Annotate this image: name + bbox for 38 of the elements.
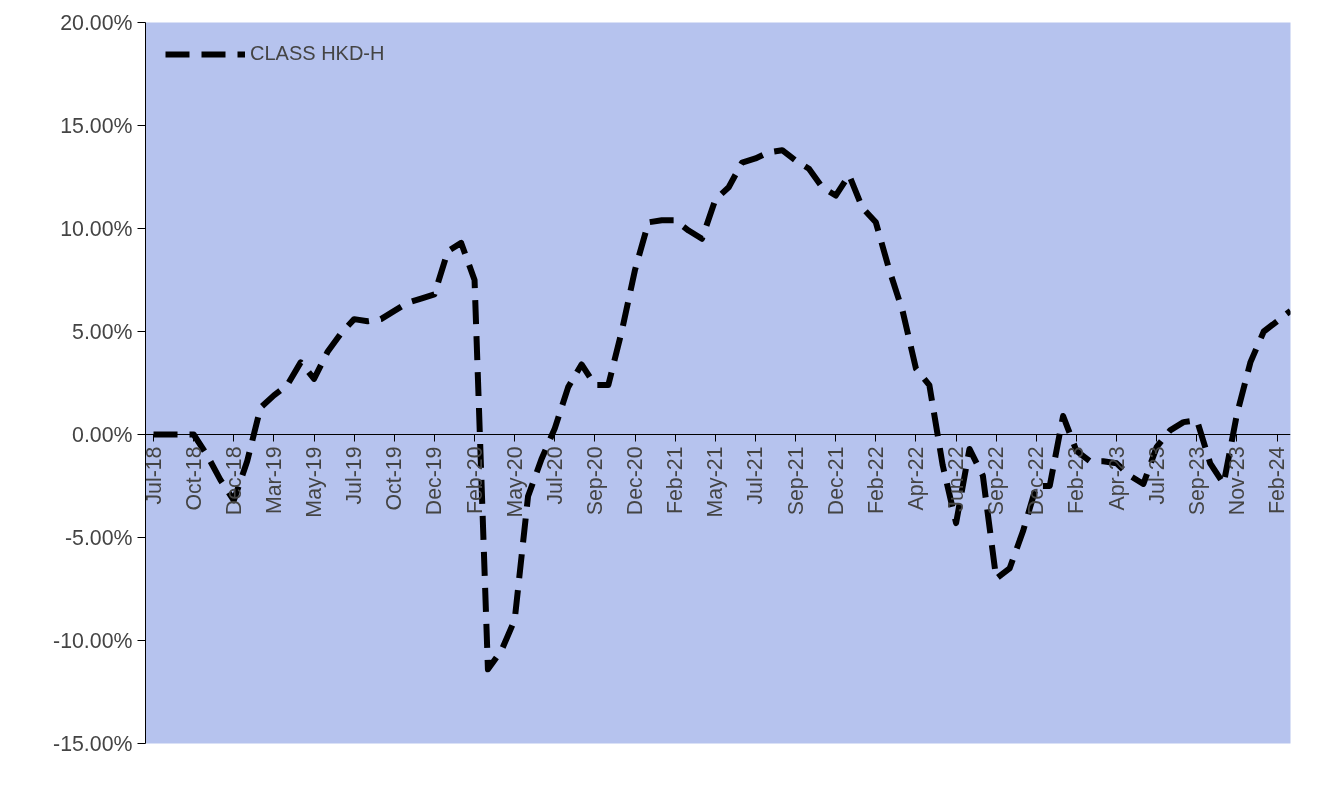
x-tick-label: Dec-20 <box>623 446 648 516</box>
x-tick-label: Sep-22 <box>984 446 1009 516</box>
y-tick-label: -10.00% <box>53 628 133 653</box>
x-tick-label: Dec-21 <box>823 446 848 516</box>
y-tick-label: -5.00% <box>64 525 133 550</box>
x-tick-label: May-21 <box>703 446 728 518</box>
x-tick-label: Apr-22 <box>903 446 928 511</box>
x-tick-label: Feb-20 <box>462 446 487 515</box>
x-tick-label: Feb-21 <box>663 446 688 515</box>
x-tick-label: Jul-21 <box>743 446 768 505</box>
x-tick-label: Mar-19 <box>261 446 286 515</box>
x-tick-label: Jul-20 <box>542 446 567 505</box>
x-tick-label: Feb-24 <box>1265 446 1290 515</box>
x-tick-label: Sep-20 <box>582 446 607 516</box>
x-tick-label: Dec-22 <box>1024 446 1049 516</box>
x-tick-label: Dec-18 <box>221 446 246 516</box>
x-tick-label: Feb-23 <box>1064 446 1089 515</box>
x-tick-label: Sep-21 <box>783 446 808 516</box>
x-tick-label: May-19 <box>302 446 327 518</box>
y-tick-label: 0.00% <box>72 422 133 447</box>
x-tick-label: Feb-22 <box>863 446 888 515</box>
x-tick-label: Jun-22 <box>944 446 969 512</box>
x-tick-label: Jul-18 <box>141 446 166 505</box>
x-tick-label: Dec-19 <box>422 446 447 516</box>
x-tick-label: Sep-23 <box>1184 446 1209 516</box>
x-tick-label: Jul-19 <box>342 446 367 505</box>
y-tick-label: 15.00% <box>60 113 133 138</box>
y-tick-label: 10.00% <box>60 216 133 241</box>
x-tick-label: Apr-23 <box>1104 446 1129 511</box>
x-tick-label: Oct-19 <box>382 446 407 511</box>
x-tick-label: May-20 <box>502 446 527 518</box>
x-tick-label: Oct-18 <box>181 446 206 511</box>
y-tick-label: -15.00% <box>53 731 133 756</box>
y-tick-label: 5.00% <box>72 319 133 344</box>
y-tick-label: 20.00% <box>60 10 133 35</box>
x-tick-label: Jul-23 <box>1144 446 1169 505</box>
x-tick-label: Nov-23 <box>1225 446 1249 516</box>
legend-label: CLASS HKD-H <box>250 42 385 65</box>
